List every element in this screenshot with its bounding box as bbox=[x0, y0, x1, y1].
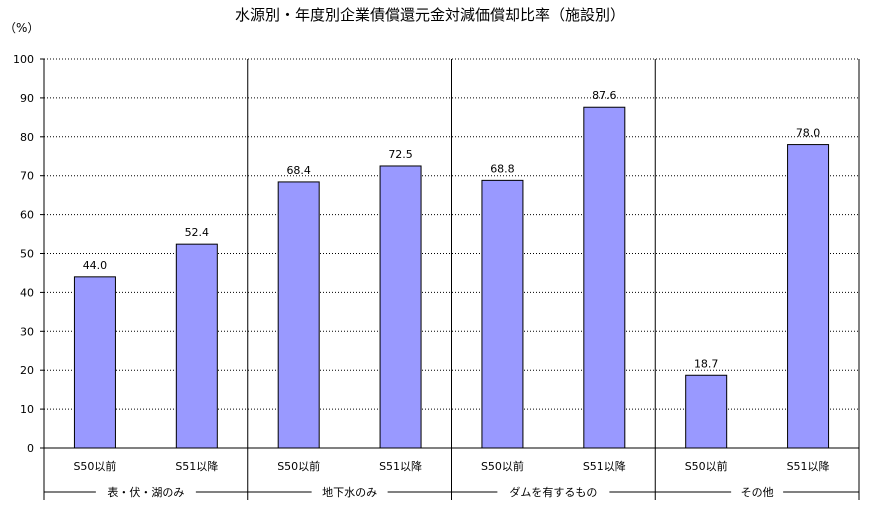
bars bbox=[73, 106, 830, 449]
y-tick-label: 40 bbox=[20, 286, 34, 299]
x-category-label: S50以前 bbox=[277, 459, 320, 473]
bar bbox=[685, 374, 728, 449]
data-label: 68.4 bbox=[286, 164, 311, 177]
x-category-label: S50以前 bbox=[73, 459, 116, 473]
group-label: 表・伏・湖のみ bbox=[107, 485, 184, 499]
labels: 0 10 20 30 40 50 60 70 80 90 100 44.0 S50以前 52.4 S51以降… bbox=[13, 53, 830, 499]
data-label: 18.7 bbox=[694, 357, 719, 370]
y-tick-label: 50 bbox=[20, 248, 34, 261]
x-category-label: S50以前 bbox=[481, 459, 524, 473]
data-label: 44.0 bbox=[83, 259, 108, 272]
bar bbox=[787, 144, 830, 449]
group-label: ダムを有するもの bbox=[509, 485, 597, 499]
y-tick-label: 10 bbox=[20, 403, 34, 416]
bar bbox=[379, 165, 422, 449]
bar bbox=[175, 243, 218, 449]
x-category-label: S50以前 bbox=[685, 459, 728, 473]
y-axis-unit-label: （%） bbox=[4, 21, 39, 35]
data-label: 72.5 bbox=[388, 148, 413, 161]
bar bbox=[73, 276, 116, 449]
x-category-label: S51以降 bbox=[787, 459, 830, 473]
x-category-label: S51以降 bbox=[583, 459, 626, 473]
y-tick-label: 100 bbox=[13, 53, 34, 66]
axes bbox=[40, 58, 860, 500]
data-label: 52.4 bbox=[185, 226, 210, 239]
y-tick-label: 90 bbox=[20, 92, 34, 105]
x-category-label: S51以降 bbox=[379, 459, 422, 473]
chart-title: 水源別・年度別企業債償還元金対減価償却比率（施設別） bbox=[235, 6, 625, 24]
data-label: 68.8 bbox=[490, 162, 515, 175]
y-tick-label: 70 bbox=[20, 170, 34, 183]
bar bbox=[481, 179, 524, 449]
bar bbox=[583, 106, 626, 449]
y-tick-label: 80 bbox=[20, 131, 34, 144]
data-label: 78.0 bbox=[796, 127, 821, 140]
y-tick-label: 60 bbox=[20, 209, 34, 222]
y-tick-label: 30 bbox=[20, 325, 34, 338]
group-label: その他 bbox=[741, 486, 774, 499]
y-tick-label: 0 bbox=[27, 442, 34, 455]
y-tick-label: 20 bbox=[20, 364, 34, 377]
bar bbox=[277, 181, 320, 449]
x-category-label: S51以降 bbox=[175, 459, 218, 473]
group-label: 地下水のみ bbox=[322, 486, 377, 499]
data-label: 87.6 bbox=[592, 89, 617, 102]
